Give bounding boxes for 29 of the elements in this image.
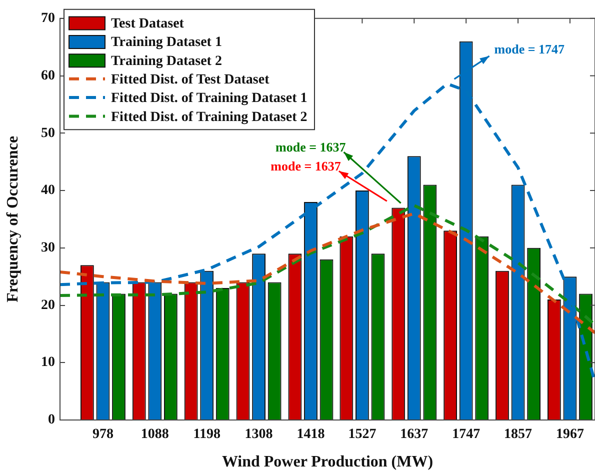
x-tick-label: 1747 [452,427,480,442]
y-tick-label: 10 [41,355,55,370]
x-tick-label: 1088 [140,427,169,442]
y-tick-label: 30 [41,240,55,256]
annotation: mode = 1637 [276,139,346,154]
legend-label: Fitted Dist. of Training Dataset 2 [111,110,308,125]
x-tick-label: 1637 [400,427,428,442]
x-tick-label: 1308 [244,427,273,442]
x-tick-label: 1527 [348,427,376,442]
y-tick-label: 40 [41,183,55,198]
x-axis-title: Wind Power Production (MW) [222,454,434,471]
legend-label: Fitted Dist. of Training Dataset 1 [111,91,308,106]
legend-label: Training Dataset 2 [111,54,222,69]
legend-label: Fitted Dist. of Test Dataset [111,72,270,88]
x-tick-label: 1418 [296,427,325,442]
y-tick-label: 70 [41,11,55,26]
x-tick-label: 978 [92,427,114,442]
annotation: mode = 1637 [270,158,342,174]
y-axis-title: Frequency of Occurence [4,136,22,302]
y-tick-label: 60 [41,68,55,84]
annotation: mode = 1747 [494,41,566,56]
legend-label: Test Dataset [111,16,184,32]
y-tick-label: 50 [41,126,55,141]
legend-label: Training Dataset 1 [111,35,222,50]
x-tick-label: 1198 [193,427,220,442]
x-tick-label: 1857 [504,427,532,442]
y-tick-label: 20 [41,298,55,313]
x-tick-label: 1967 [556,427,584,442]
y-tick-label: 0 [48,412,55,428]
